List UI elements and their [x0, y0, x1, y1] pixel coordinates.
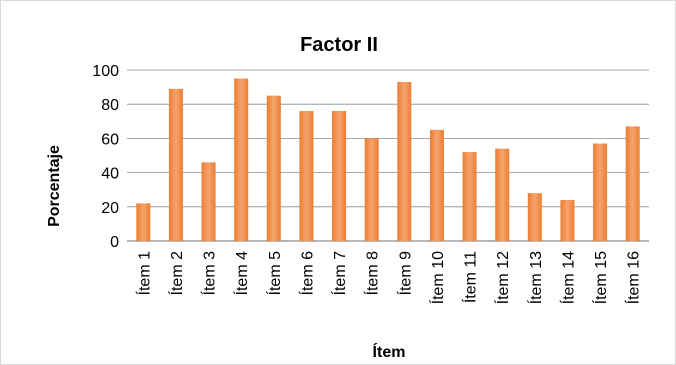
- x-tick-label: Ítem 16: [624, 251, 643, 304]
- y-axis-label: Porcentaje: [46, 145, 63, 227]
- bar: [168, 88, 183, 241]
- bar: [299, 111, 314, 241]
- y-tick-labels: 0 20 40 60 80 100: [92, 63, 119, 251]
- bar: [201, 162, 216, 241]
- y-tick-label: 80: [101, 97, 119, 114]
- x-axis-label: Ítem: [373, 342, 406, 361]
- x-tick-label: Ítem 12: [493, 251, 512, 304]
- chart-title: Factor II: [300, 34, 378, 56]
- bar: [234, 78, 249, 241]
- bar: [560, 199, 575, 241]
- bar: [266, 95, 281, 242]
- bars: [136, 78, 640, 242]
- bar: [364, 138, 379, 241]
- x-tick-label: Ítem 10: [428, 251, 447, 304]
- bar: [332, 111, 347, 241]
- y-tick-label: 60: [101, 131, 119, 148]
- x-tick-label: Ítem 8: [363, 251, 382, 296]
- y-tick-label: 40: [101, 166, 119, 183]
- x-tick-label: Ítem 3: [200, 251, 219, 296]
- x-tick-label: Ítem 5: [265, 251, 284, 296]
- y-tick-label: 0: [110, 234, 119, 251]
- x-tick-label: Ítem 6: [297, 251, 316, 296]
- x-tick-label: Ítem 11: [461, 251, 480, 303]
- x-tick-label: Ítem 15: [591, 251, 610, 304]
- x-tick-label: Ítem 9: [395, 251, 414, 296]
- x-tick-labels: Ítem 1 Ítem 2 Ítem 3 Ítem 4 Ítem 5 Ítem 6 Ítem…: [134, 251, 642, 304]
- bar: [462, 152, 477, 241]
- x-tick-label: Ítem 13: [526, 251, 545, 304]
- x-tick-label: Ítem 1: [134, 251, 153, 296]
- bar: [397, 81, 412, 241]
- bar: [495, 148, 510, 241]
- y-tick-label: 100: [92, 63, 119, 80]
- bar: [136, 203, 151, 241]
- y-tick-label: 20: [101, 200, 119, 217]
- bar: [625, 126, 640, 241]
- bar: [593, 143, 608, 241]
- x-tick-label: Ítem 2: [167, 251, 186, 296]
- x-tick-label: Ítem 7: [330, 251, 349, 296]
- x-tick-label: Ítem 14: [558, 251, 577, 304]
- bar: [527, 193, 542, 241]
- x-tick-label: Ítem 4: [232, 251, 251, 296]
- bar: [429, 129, 444, 241]
